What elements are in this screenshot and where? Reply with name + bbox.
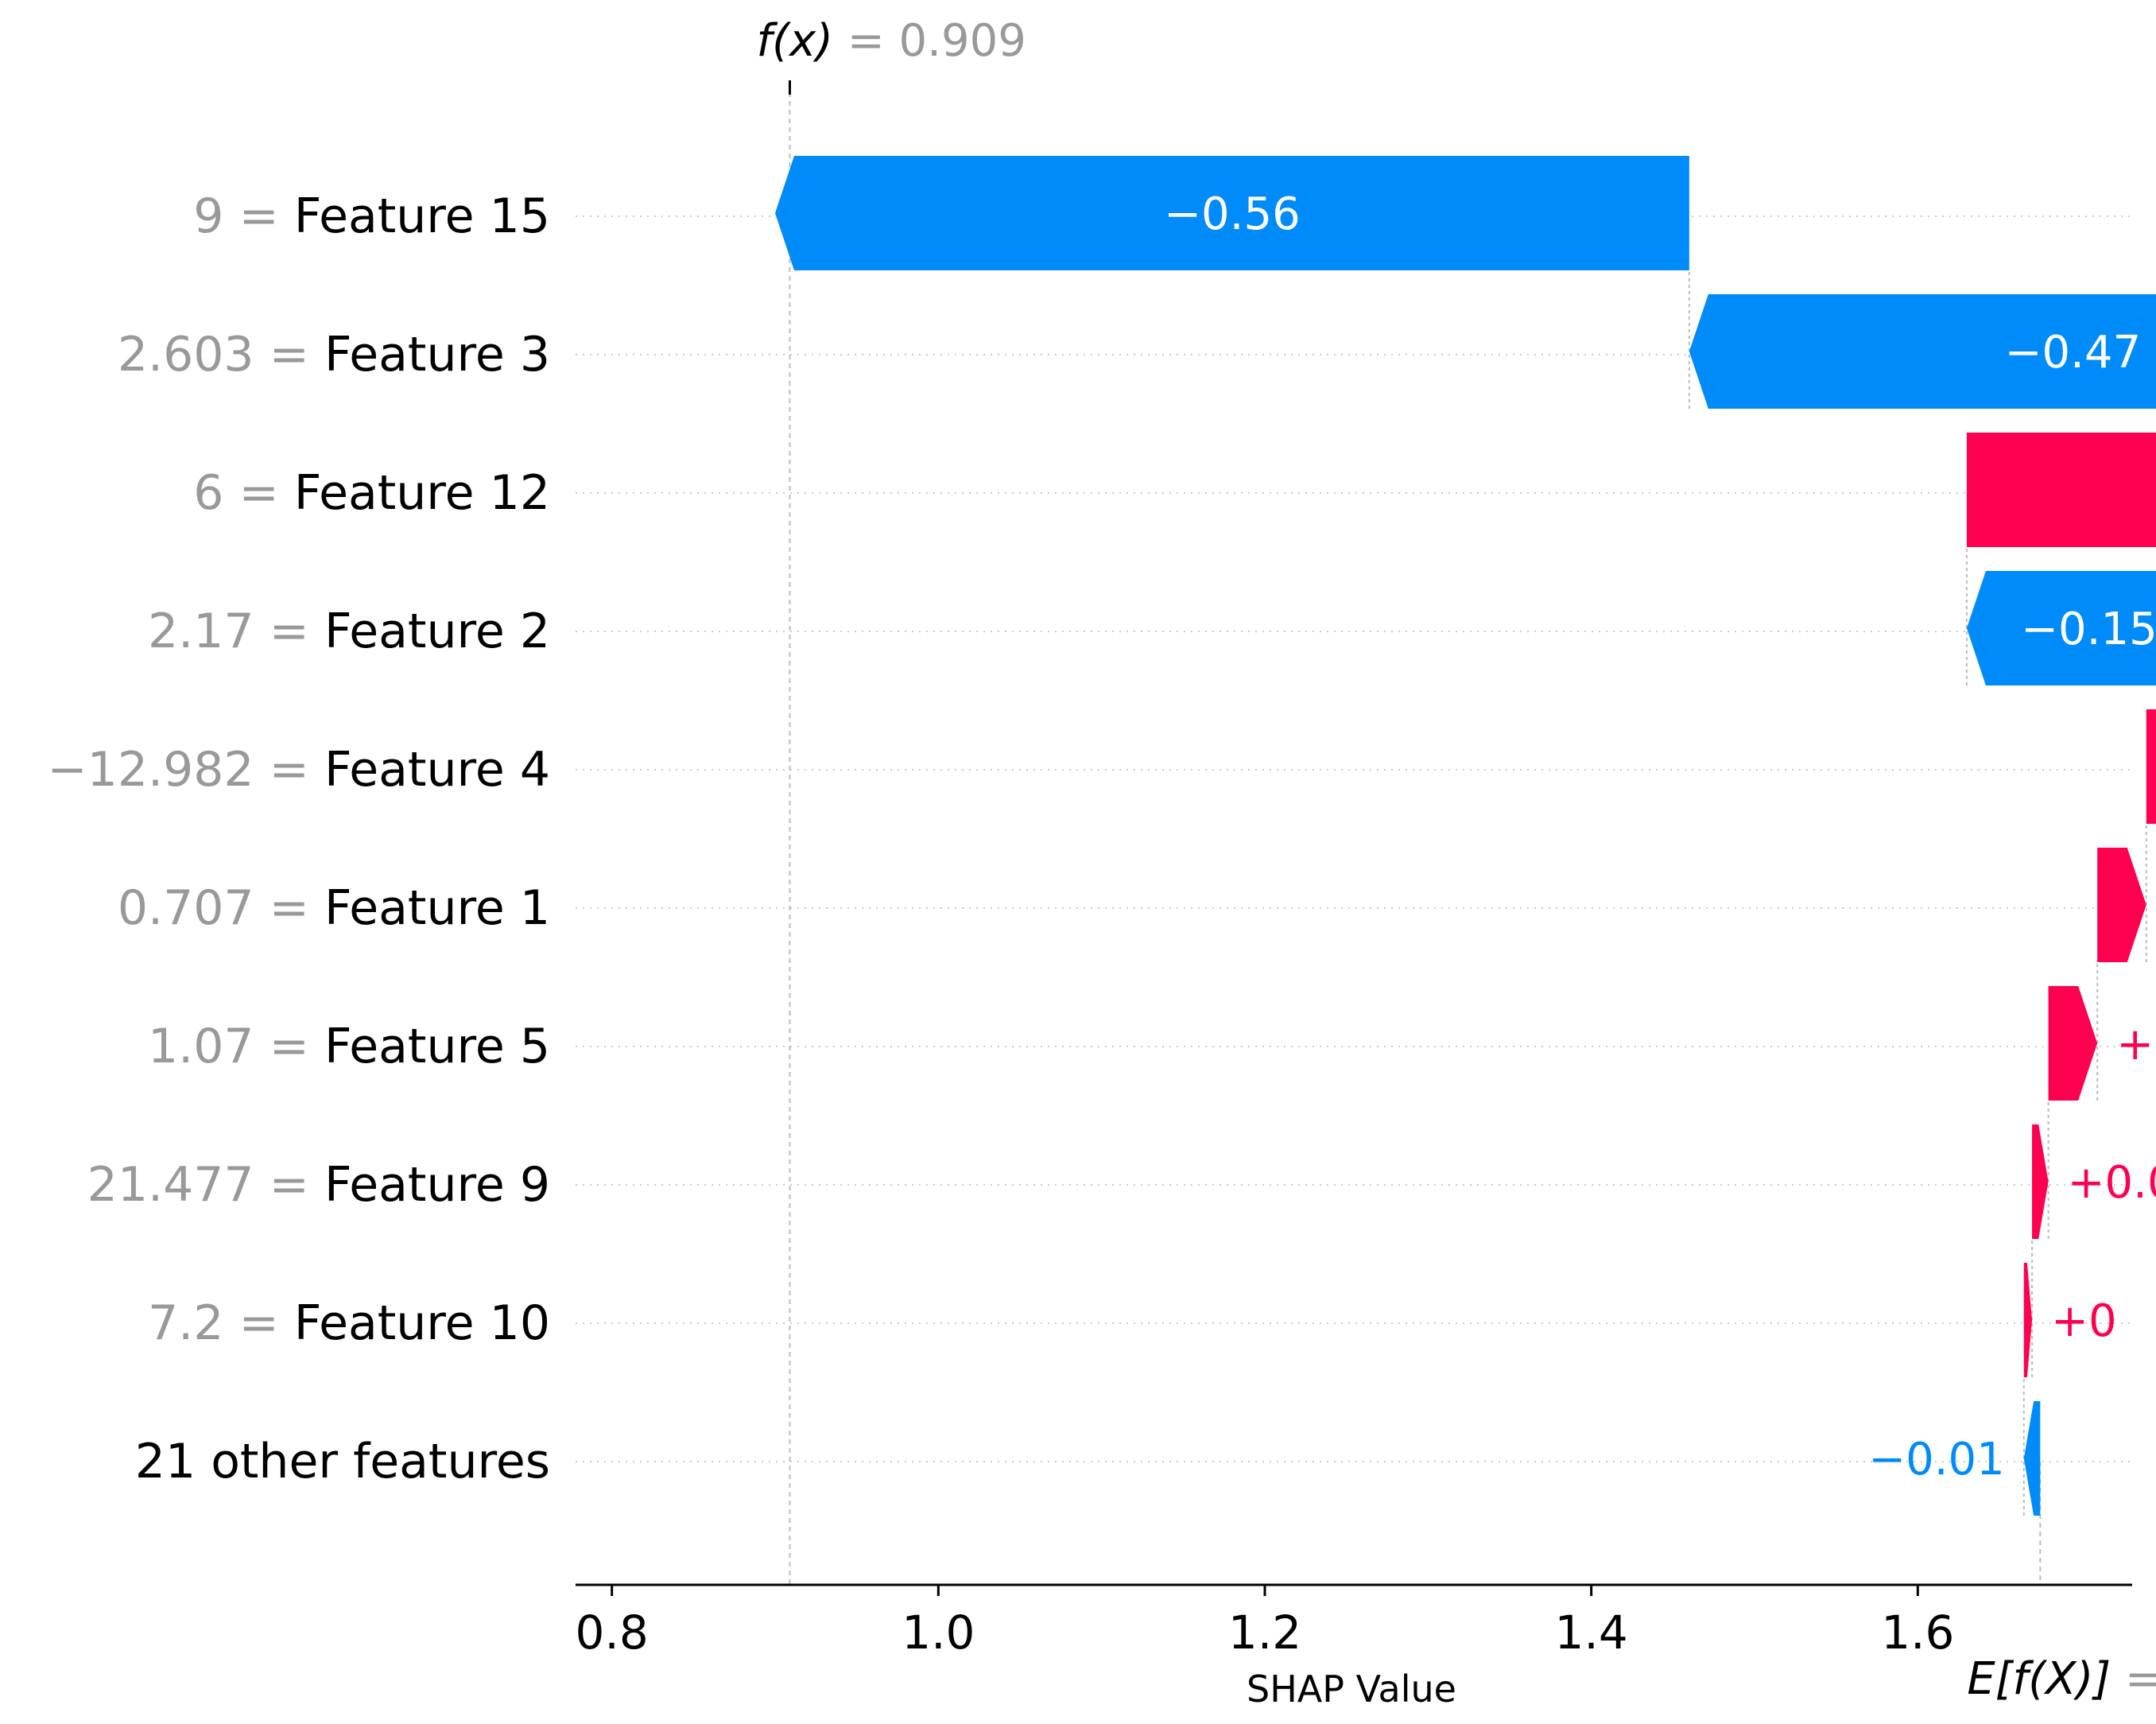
- x-tick-label: 1.2: [1228, 1606, 1301, 1660]
- shap-value-label: −0.56: [1164, 188, 1301, 240]
- bars-layer: −0.56−0.47+0.3−0.15+0.04+0.03+0.03+0.01+…: [775, 156, 2156, 1516]
- feature-value: 6 =: [193, 465, 294, 521]
- feature-value: 0.707 =: [118, 880, 324, 936]
- base-value-annotation: E[f(X)] = 1.675: [1967, 1653, 2156, 1705]
- x-tick-label: 1.4: [1555, 1606, 1628, 1660]
- fx-symbol: f(x): [756, 15, 847, 67]
- feature-name: Feature 3: [324, 327, 550, 382]
- feature-value: 1.07 =: [148, 1019, 324, 1074]
- feature-name: Feature 12: [294, 465, 550, 521]
- feature-labels-layer: 9 = Feature 15 2.603 = Feature 3 6 = Featu…: [47, 188, 550, 1489]
- feature-label: 7.2 = Feature 10: [148, 1295, 550, 1351]
- feature-name: Feature 2: [324, 604, 550, 659]
- feature-label: 0.707 = Feature 1: [118, 880, 550, 936]
- x-tick-label: 1.6: [1881, 1606, 1954, 1660]
- feature-value: 7.2 =: [148, 1295, 294, 1351]
- shap-bar: [2048, 986, 2098, 1101]
- feature-label: 6 = Feature 12: [193, 465, 550, 521]
- base-value: = 1.675: [2125, 1653, 2156, 1705]
- fx-value: = 0.909: [847, 15, 1026, 67]
- feature-name: Feature 5: [324, 1019, 550, 1074]
- feature-name: Feature 15: [294, 188, 550, 244]
- base-value-label: E[f(X)] = 1.675: [1967, 1653, 2156, 1705]
- shap-bar: [1966, 571, 2156, 685]
- shap-bar: [1966, 433, 2156, 547]
- shap-bar: [2023, 1401, 2041, 1516]
- feature-label: 2.17 = Feature 2: [148, 604, 550, 659]
- fx-annotation: f(x) = 0.909: [756, 15, 1026, 95]
- feature-name: Feature 9: [324, 1157, 550, 1213]
- fx-label: f(x) = 0.909: [756, 15, 1026, 67]
- shap-bar: [2146, 709, 2156, 824]
- x-tick-label: 1.0: [902, 1606, 975, 1660]
- feature-name: Feature 1: [324, 880, 550, 936]
- feature-value: −12.982 =: [47, 742, 324, 798]
- feature-value: 9 =: [193, 188, 294, 244]
- feature-label: 1.07 = Feature 5: [148, 1019, 550, 1074]
- base-symbol: E[f(X)]: [1967, 1653, 2125, 1705]
- feature-value: 2.17 =: [148, 604, 324, 659]
- feature-name: Feature 10: [294, 1295, 550, 1351]
- feature-label: 21 other features: [135, 1434, 550, 1489]
- x-axis-title: SHAP Value: [1247, 1668, 1456, 1710]
- feature-label: 2.603 = Feature 3: [118, 327, 550, 382]
- feature-value: 21.477 =: [87, 1157, 324, 1213]
- shap-bar: [2097, 848, 2146, 962]
- shap-bar: [2032, 1124, 2049, 1239]
- shap-bar: [1689, 294, 2156, 409]
- shap-value-label: −0.01: [1868, 1434, 2005, 1485]
- shap-value-label: −0.15: [2021, 604, 2156, 655]
- feature-name: 21 other features: [135, 1434, 550, 1489]
- x-tick-label: 0.8: [576, 1606, 649, 1660]
- shap-bar: [2023, 1263, 2033, 1377]
- feature-label: 21.477 = Feature 9: [87, 1157, 550, 1213]
- feature-label: −12.982 = Feature 4: [47, 742, 550, 798]
- feature-name: Feature 4: [324, 742, 550, 798]
- x-axis: 0.81.01.21.41.61.82.0SHAP Value: [576, 1583, 2132, 1710]
- shap-bar: [775, 156, 1689, 270]
- feature-label: 9 = Feature 15: [193, 188, 550, 244]
- feature-value: 2.603 =: [118, 327, 324, 382]
- shap-value-label: +0.01: [2068, 1157, 2156, 1209]
- shap-value-label: +0.03: [2116, 1019, 2156, 1070]
- shap-value-label: −0.47: [2005, 327, 2142, 379]
- shap-value-label: +0: [2051, 1295, 2117, 1347]
